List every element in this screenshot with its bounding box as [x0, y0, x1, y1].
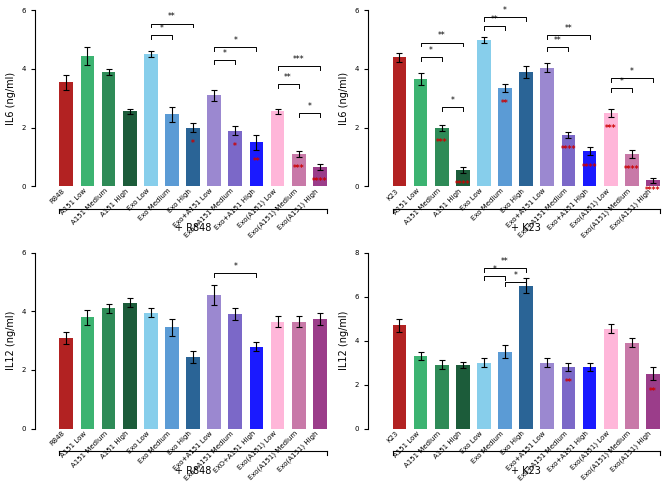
Text: + K23: + K23	[511, 223, 541, 233]
Text: **: **	[501, 99, 509, 109]
Text: **: **	[490, 16, 498, 24]
Text: *: *	[429, 46, 433, 55]
Bar	[144, 55, 158, 186]
Text: *: *	[307, 102, 311, 111]
Bar	[60, 82, 73, 186]
Bar	[102, 72, 116, 186]
Text: *: *	[191, 139, 195, 148]
Bar	[393, 57, 406, 186]
Text: **: **	[168, 13, 176, 21]
Text: + R848: + R848	[175, 466, 211, 475]
Bar	[250, 347, 264, 429]
Text: **: **	[252, 157, 260, 166]
Bar	[60, 337, 73, 429]
Text: **: **	[565, 24, 572, 33]
Text: + R848: + R848	[175, 223, 211, 233]
Bar	[498, 352, 512, 429]
Bar	[625, 343, 639, 429]
Bar	[207, 95, 221, 186]
Bar	[413, 356, 427, 429]
Text: *: *	[233, 36, 237, 45]
Text: *: *	[159, 24, 163, 33]
Bar	[123, 112, 136, 186]
Bar	[498, 88, 512, 186]
Text: ***: ***	[605, 124, 616, 133]
Bar	[250, 142, 264, 186]
Bar	[456, 365, 470, 429]
Text: *: *	[619, 77, 623, 86]
Text: *: *	[233, 142, 237, 151]
Y-axis label: IL6 (ng/ml): IL6 (ng/ml)	[5, 72, 15, 125]
Text: **: **	[649, 387, 657, 396]
Text: *: *	[492, 264, 496, 274]
Y-axis label: IL12 (ng/ml): IL12 (ng/ml)	[339, 311, 349, 370]
Bar	[477, 363, 491, 429]
Bar	[271, 112, 284, 186]
Text: ***: ***	[436, 138, 448, 147]
Bar	[435, 365, 448, 429]
Text: *: *	[630, 67, 634, 75]
Text: *: *	[233, 262, 237, 271]
Bar	[541, 363, 554, 429]
Bar	[207, 295, 221, 429]
Text: **: **	[565, 378, 572, 388]
Bar	[292, 154, 306, 186]
Bar	[165, 327, 179, 429]
Text: **: **	[501, 257, 509, 266]
Bar	[435, 128, 448, 186]
Bar	[583, 151, 596, 186]
Bar	[604, 113, 617, 186]
Bar	[165, 114, 179, 186]
Bar	[228, 314, 242, 429]
Bar	[646, 180, 660, 186]
Bar	[477, 39, 491, 186]
Bar	[519, 72, 533, 186]
Text: **: **	[284, 73, 292, 81]
Bar	[80, 317, 94, 429]
Bar	[102, 308, 116, 429]
Bar	[583, 367, 596, 429]
Text: **: **	[554, 36, 562, 45]
Bar	[519, 286, 533, 429]
Bar	[80, 56, 94, 186]
Text: *: *	[450, 96, 454, 105]
Text: ****: ****	[624, 166, 640, 174]
Text: ****: ****	[582, 163, 597, 171]
Bar	[646, 374, 660, 429]
Bar	[186, 357, 200, 429]
Bar	[123, 302, 136, 429]
Bar	[413, 79, 427, 186]
Bar	[561, 367, 575, 429]
Bar	[456, 170, 470, 186]
Text: ****: ****	[455, 180, 470, 189]
Text: ***: ***	[293, 164, 304, 173]
Text: *: *	[503, 6, 507, 15]
Bar	[313, 318, 326, 429]
Y-axis label: IL6 (ng/ml): IL6 (ng/ml)	[339, 72, 349, 125]
Y-axis label: IL12 (ng/ml): IL12 (ng/ml)	[5, 311, 15, 370]
Bar	[144, 313, 158, 429]
Text: ****: ****	[645, 186, 660, 195]
Bar	[228, 131, 242, 186]
Text: ****: ****	[312, 177, 328, 186]
Text: **: **	[438, 32, 446, 40]
Bar	[561, 135, 575, 186]
Text: *: *	[514, 271, 518, 281]
Bar	[625, 154, 639, 186]
Text: + K23: + K23	[511, 466, 541, 475]
Bar	[541, 68, 554, 186]
Bar	[292, 321, 306, 429]
Bar	[313, 167, 326, 186]
Bar	[186, 128, 200, 186]
Bar	[604, 329, 617, 429]
Bar	[393, 325, 406, 429]
Text: ****: ****	[561, 145, 576, 154]
Text: *: *	[223, 49, 227, 58]
Text: ***: ***	[293, 55, 304, 64]
Bar	[271, 321, 284, 429]
